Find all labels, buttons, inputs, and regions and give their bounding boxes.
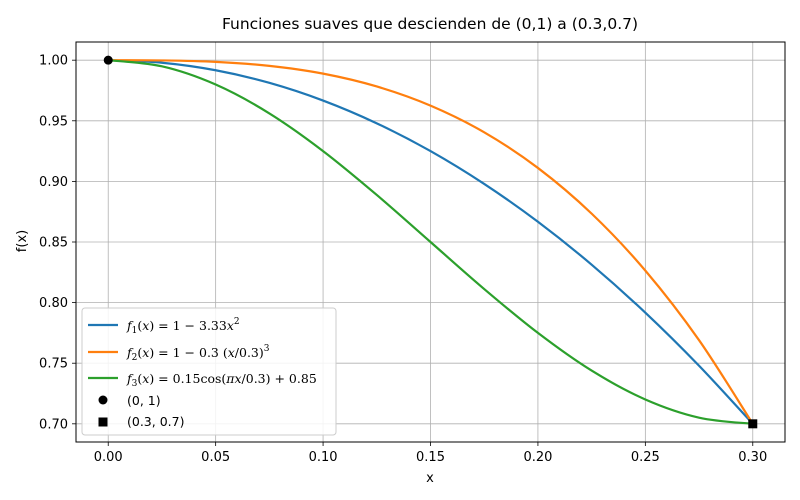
series-layer xyxy=(108,59,754,425)
chart-title: Funciones suaves que descienden de (0,1)… xyxy=(222,15,638,33)
axis-ticks: 0.00 0.05 0.10 0.15 0.20 0.25 0.30 0.70 0.75 0.80… xyxy=(39,54,767,465)
x-tick-label: 0.00 xyxy=(94,450,123,465)
y-tick-label: 0.95 xyxy=(39,114,68,129)
series-line-f3 xyxy=(108,59,753,425)
legend-label-f2: f2(x) = 1 − 0.3 (x/0.3)3 xyxy=(126,344,270,363)
series-line-f1 xyxy=(108,59,754,425)
legend: f1(x) = 1 − 3.33x2 f2(x) = 1 − 0.3 (x/0.… xyxy=(81,307,337,436)
x-tick-label: 0.30 xyxy=(738,450,767,465)
y-tick-label: 0.85 xyxy=(39,236,68,251)
legend-label-point-origin: (0, 1) xyxy=(127,393,161,408)
legend-box xyxy=(81,307,337,436)
x-axis-label: x xyxy=(426,471,434,486)
y-tick-label: 0.75 xyxy=(39,357,68,372)
point-marker-end xyxy=(748,419,758,429)
series-line-f2 xyxy=(108,59,754,425)
legend-marker-point-origin xyxy=(98,395,108,405)
x-tick-label: 0.10 xyxy=(309,450,338,465)
x-tick-label: 0.20 xyxy=(523,450,552,465)
y-tick-label: 0.90 xyxy=(39,175,68,190)
legend-label-f3: f3(x) = 0.15cos(πx/0.3) + 0.85 xyxy=(126,371,317,389)
y-tick-label: 1.00 xyxy=(39,54,68,69)
y-tick-label: 0.70 xyxy=(39,417,68,432)
legend-marker-point-end xyxy=(98,417,108,427)
x-tick-label: 0.05 xyxy=(201,450,230,465)
points-layer xyxy=(103,55,758,429)
x-tick-label: 0.25 xyxy=(631,450,660,465)
y-axis-label: f(x) xyxy=(15,230,30,252)
point-marker-origin xyxy=(103,55,113,65)
y-tick-label: 0.80 xyxy=(39,296,68,311)
legend-label-f1: f1(x) = 1 − 3.33x2 xyxy=(126,317,240,336)
legend-label-point-end: (0.3, 0.7) xyxy=(127,414,184,429)
x-tick-label: 0.15 xyxy=(416,450,445,465)
